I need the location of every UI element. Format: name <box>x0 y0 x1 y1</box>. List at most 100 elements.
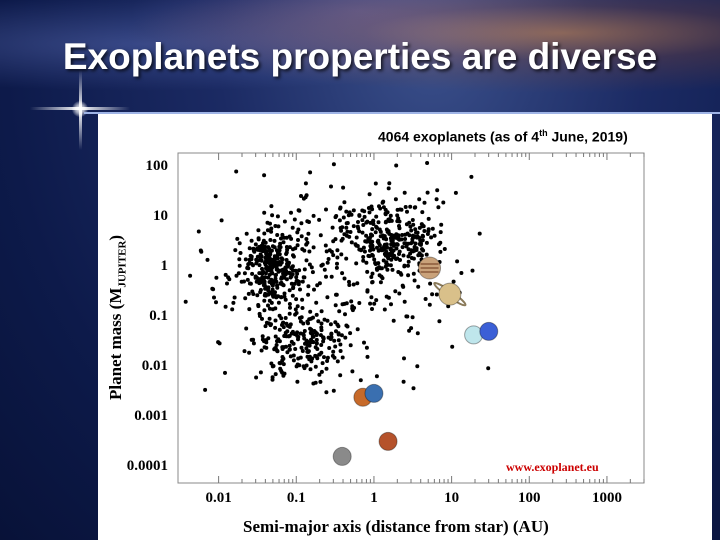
exoplanet-point <box>420 238 425 243</box>
exoplanet-point <box>348 343 353 348</box>
planet-mercury <box>332 446 352 466</box>
exoplanet-point <box>411 386 416 391</box>
exoplanet-point <box>362 214 367 219</box>
exoplanet-point <box>320 361 325 366</box>
exoplanet-point <box>311 245 316 250</box>
exoplanet-point <box>264 250 269 255</box>
exoplanet-point <box>279 236 283 241</box>
subtitle-sup: th <box>539 128 548 138</box>
exoplanet-point <box>319 263 324 268</box>
y-tick-label: 100 <box>145 158 169 175</box>
exoplanet-point <box>236 271 241 276</box>
exoplanet-point <box>319 321 324 326</box>
exoplanet-point <box>269 229 274 234</box>
exoplanet-point <box>255 254 260 259</box>
exoplanet-point <box>357 213 362 218</box>
exoplanet-point <box>424 252 429 257</box>
exoplanet-point <box>255 293 260 298</box>
exoplanet-point <box>323 243 328 248</box>
exoplanet-point <box>386 295 391 300</box>
exoplanet-point <box>341 215 346 220</box>
exoplanet-point <box>405 209 409 214</box>
exoplanet-point <box>477 231 482 236</box>
exoplanet-point <box>287 288 292 293</box>
exoplanet-point <box>188 273 193 278</box>
exoplanet-point <box>307 249 312 254</box>
exoplanet-point <box>388 246 393 251</box>
exoplanet-point <box>406 273 411 278</box>
exoplanet-point <box>297 279 301 284</box>
exoplanet-point <box>280 347 285 351</box>
exoplanet-point <box>412 245 417 249</box>
exoplanet-point <box>342 301 347 306</box>
exoplanet-point <box>233 248 238 253</box>
exoplanet-point <box>267 306 272 311</box>
exoplanet-point <box>453 190 458 195</box>
exoplanet-point <box>269 226 274 231</box>
exoplanet-point <box>251 263 255 268</box>
exoplanet-point <box>295 304 300 309</box>
exoplanet-point <box>300 349 305 353</box>
exoplanet-point <box>281 320 286 325</box>
exoplanet-point <box>450 344 455 349</box>
exoplanet-point <box>345 324 350 329</box>
exoplanet-point <box>338 349 343 353</box>
exoplanet-point <box>298 319 303 324</box>
exoplanet-point <box>295 330 300 335</box>
exoplanet-point <box>338 205 343 210</box>
exoplanet-point <box>422 229 427 233</box>
exoplanet-point <box>304 341 309 346</box>
exoplanet-point <box>298 287 302 292</box>
exoplanet-point <box>406 247 411 252</box>
exoplanet-point <box>314 312 319 317</box>
exoplanet-point <box>337 218 342 223</box>
exoplanet-point <box>331 162 336 167</box>
exoplanet-point <box>408 204 413 209</box>
exoplanet-point <box>289 266 294 271</box>
exoplanet-point <box>361 258 366 263</box>
exoplanet-point <box>411 222 416 227</box>
exoplanet-point <box>415 331 420 336</box>
exoplanet-point <box>242 349 247 354</box>
exoplanet-point <box>290 272 295 277</box>
exoplanet-point <box>263 240 268 245</box>
exoplanet-point <box>364 260 369 265</box>
exoplanet-point <box>365 354 370 359</box>
exoplanet-point <box>294 297 299 302</box>
exoplanet-point <box>269 260 274 265</box>
exoplanet-point <box>237 257 242 262</box>
exoplanet-point <box>243 257 248 262</box>
exoplanet-point <box>313 364 318 369</box>
exoplanet-point <box>284 270 289 275</box>
exoplanet-point <box>322 267 327 272</box>
exoplanet-point <box>277 244 282 249</box>
exoplanet-point <box>388 213 393 218</box>
exoplanet-point <box>306 231 311 236</box>
exoplanet-point <box>258 280 263 285</box>
exoplanet-point <box>365 219 370 224</box>
exoplanet-point <box>396 270 401 274</box>
exoplanet-point <box>406 259 411 264</box>
exoplanet-point <box>337 309 342 314</box>
exoplanet-point <box>361 245 366 250</box>
exoplanet-point <box>299 234 304 239</box>
exoplanet-point <box>390 238 395 243</box>
x-tick-label: 1000 <box>591 490 622 506</box>
exoplanet-point <box>365 289 370 294</box>
exoplanet-point <box>316 319 321 324</box>
exoplanet-point <box>369 204 374 209</box>
exoplanet-point <box>402 241 407 246</box>
exoplanet-point <box>434 292 439 297</box>
exoplanet-point <box>304 346 309 351</box>
exoplanet-point <box>291 286 296 291</box>
exoplanet-point <box>387 181 392 186</box>
exoplanet-point <box>412 278 417 283</box>
exoplanet-point <box>227 277 232 282</box>
exoplanet-point <box>399 207 404 212</box>
exoplanet-point <box>262 345 267 350</box>
exoplanet-point <box>393 197 398 202</box>
exoplanet-point <box>296 335 301 339</box>
exoplanet-point <box>427 302 432 307</box>
exoplanet-point <box>315 283 320 288</box>
exoplanet-point <box>266 336 271 341</box>
